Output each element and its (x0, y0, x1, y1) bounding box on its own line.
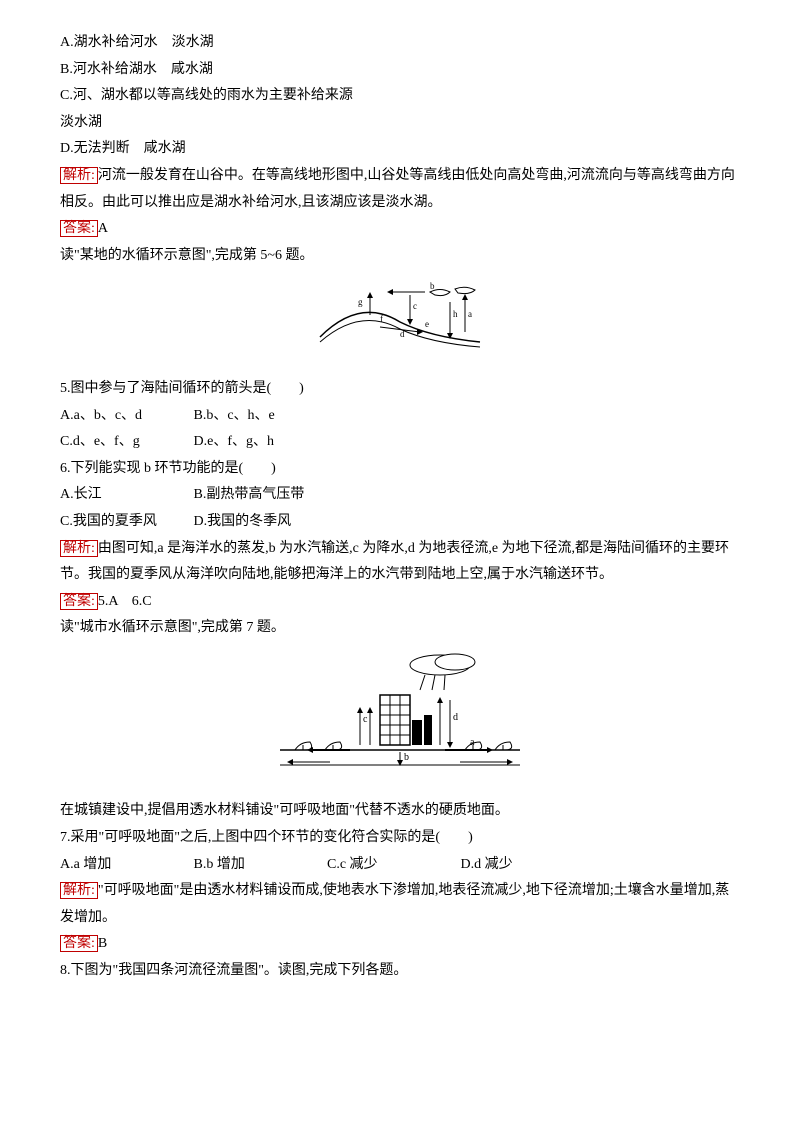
q7-optB: B.b 增加 (194, 852, 324, 879)
q6-optB: B.副热带高气压带 (194, 482, 305, 509)
svg-text:a: a (468, 309, 472, 319)
q6-answer: 答案:5.A 6.C (60, 589, 740, 616)
q-top-optC: C.河、湖水都以等高线处的雨水为主要补给来源 (60, 83, 740, 110)
q7-optD: D.d 减少 (461, 852, 513, 879)
analysis-label: 解析: (60, 882, 98, 899)
q7-analysis: 解析:"可呼吸地面"是由透水材料铺设而成,使地表水下渗增加,地表径流减少,地下径… (60, 878, 740, 931)
svg-text:d: d (453, 712, 458, 723)
analysis-label: 解析: (60, 540, 98, 557)
analysis-label: 解析: (60, 167, 98, 184)
svg-text:g: g (358, 297, 363, 307)
intro-7: 读"城市水循环示意图",完成第 7 题。 (60, 615, 740, 642)
q7-stem: 7.采用"可呼吸地面"之后,上图中四个环节的变化符合实际的是( ) (60, 825, 740, 852)
diagram-56: a b c d g f e h (60, 277, 740, 368)
q5-optC: C.d、e、f、g (60, 429, 190, 456)
q5-stem: 5.图中参与了海陆间循环的箭头是( ) (60, 376, 740, 403)
answer-text: A (98, 221, 108, 236)
q8-stem: 8.下图为"我国四条河流径流量图"。读图,完成下列各题。 (60, 958, 740, 985)
answer-label: 答案: (60, 220, 98, 237)
svg-text:a: a (470, 737, 475, 748)
q5-optB: B.b、c、h、e (194, 403, 275, 430)
svg-text:f: f (380, 314, 383, 324)
q-top-analysis: 解析:河流一般发育在山谷中。在等高线地形图中,山谷处等高线由低处向高处弯曲,河流… (60, 163, 740, 216)
analysis-text: 河流一般发育在山谷中。在等高线地形图中,山谷处等高线由低处向高处弯曲,河流流向与… (60, 168, 735, 210)
q-top-optC2: 淡水湖 (60, 110, 740, 137)
q6-row2: C.我国的夏季风 D.我国的冬季风 (60, 509, 740, 536)
q6-optD: D.我国的冬季风 (194, 509, 292, 536)
diagram-7: a b c d (60, 650, 740, 791)
q-top-answer: 答案:A (60, 216, 740, 243)
q5-row2: C.d、e、f、g D.e、f、g、h (60, 429, 740, 456)
q7-optC: C.c 减少 (327, 852, 457, 879)
analysis-text: 由图可知,a 是海洋水的蒸发,b 为水汽输送,c 为降水,d 为地表径流,e 为… (60, 541, 729, 583)
svg-text:b: b (404, 752, 409, 763)
q5-optA: A.a、b、c、d (60, 403, 190, 430)
analysis-text: "可呼吸地面"是由透水材料铺设而成,使地表水下渗增加,地表径流减少,地下径流增加… (60, 883, 729, 925)
svg-text:c: c (413, 301, 417, 311)
svg-text:e: e (425, 319, 429, 329)
q-top-optB: B.河水补给湖水 咸水湖 (60, 57, 740, 84)
q6-optA: A.长江 (60, 482, 190, 509)
svg-text:c: c (363, 714, 368, 725)
svg-text:d: d (400, 329, 405, 339)
intro-56: 读"某地的水循环示意图",完成第 5~6 题。 (60, 243, 740, 270)
q6-row1: A.长江 B.副热带高气压带 (60, 482, 740, 509)
q5-row1: A.a、b、c、d B.b、c、h、e (60, 403, 740, 430)
q6-analysis: 解析:由图可知,a 是海洋水的蒸发,b 为水汽输送,c 为降水,d 为地表径流,… (60, 536, 740, 589)
q6-stem: 6.下列能实现 b 环节功能的是( ) (60, 456, 740, 483)
svg-text:b: b (430, 281, 435, 291)
q7-row: A.a 增加 B.b 增加 C.c 减少 D.d 减少 (60, 852, 740, 879)
svg-text:h: h (453, 309, 458, 319)
q-top-optD: D.无法判断 咸水湖 (60, 136, 740, 163)
answer-label: 答案: (60, 593, 98, 610)
q-top-optA: A.湖水补给河水 淡水湖 (60, 30, 740, 57)
q7-optA: A.a 增加 (60, 852, 190, 879)
q7-answer: 答案:B (60, 931, 740, 958)
q5-optD: D.e、f、g、h (194, 429, 275, 456)
answer-text: B (98, 936, 107, 951)
answer-label: 答案: (60, 935, 98, 952)
answer-text: 5.A 6.C (98, 594, 152, 609)
q6-optC: C.我国的夏季风 (60, 509, 190, 536)
q7-pre: 在城镇建设中,提倡用透水材料铺设"可呼吸地面"代替不透水的硬质地面。 (60, 798, 740, 825)
